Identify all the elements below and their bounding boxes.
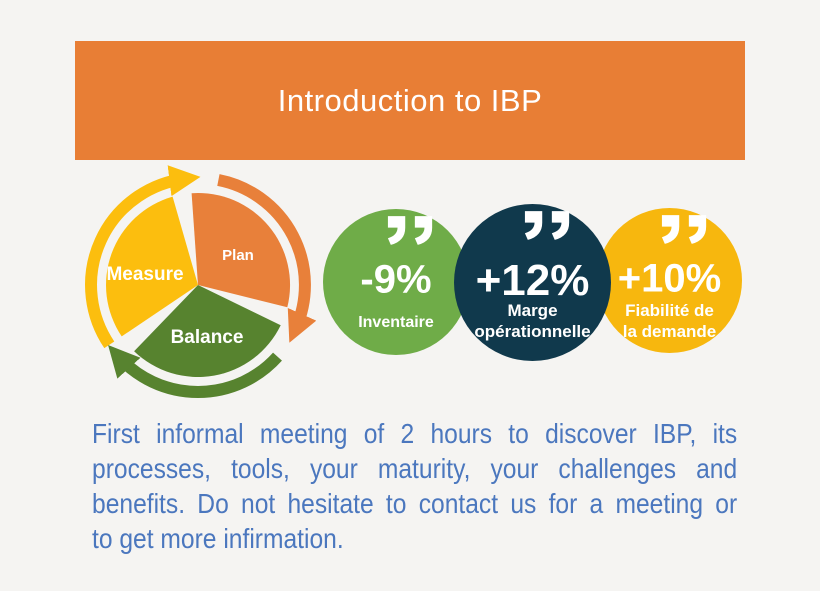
description-line: First informal meeting of 2 hours to dis… [92, 418, 738, 449]
quote-icon [524, 211, 569, 240]
wedge-label-plan: Plan [222, 247, 254, 264]
stat-label: Fiabilité de la demande [622, 301, 717, 342]
stat-value: -9% [360, 257, 432, 302]
description-text: First informal meeting of 2 hours to dis… [92, 416, 737, 556]
cycle-arrow-balance-to-measure-icon [108, 345, 282, 398]
wedge-label-measure: Measure [106, 264, 183, 285]
wedge-label-balance: Balance [171, 327, 244, 348]
stat-circle-demand-reliability: +10% Fiabilité de la demande [597, 208, 742, 353]
description-line: processes, tools, your maturity, your ch… [92, 453, 738, 484]
quote-icon [387, 216, 433, 245]
stat-circle-operational-margin: +12% Marge opérationnelle [454, 204, 611, 361]
stat-circle-inventory: -9% Inventaire [323, 209, 469, 355]
quote-icon [661, 215, 706, 244]
slide-title: Introduction to IBP [277, 82, 543, 118]
wedge-measure [106, 196, 198, 337]
cycle-arrow-plan-to-balance-icon [217, 174, 317, 343]
pmb-cycle-diagram: Plan Measure Balance [85, 165, 317, 398]
wedge-plan [191, 192, 291, 308]
wedge-balance [134, 285, 281, 378]
stat-label: Inventaire [358, 314, 434, 331]
stat-label: Marge opérationnelle [474, 301, 591, 342]
description-line: benefits. Do not hesitate to contact us … [92, 488, 738, 519]
cycle-arrow-measure-to-plan-icon [85, 165, 201, 349]
description-line: to get more infirmation. [92, 523, 344, 554]
stat-value: +10% [617, 256, 722, 301]
title-banner: Introduction to IBP [75, 41, 745, 160]
stat-value: +12% [475, 255, 590, 305]
